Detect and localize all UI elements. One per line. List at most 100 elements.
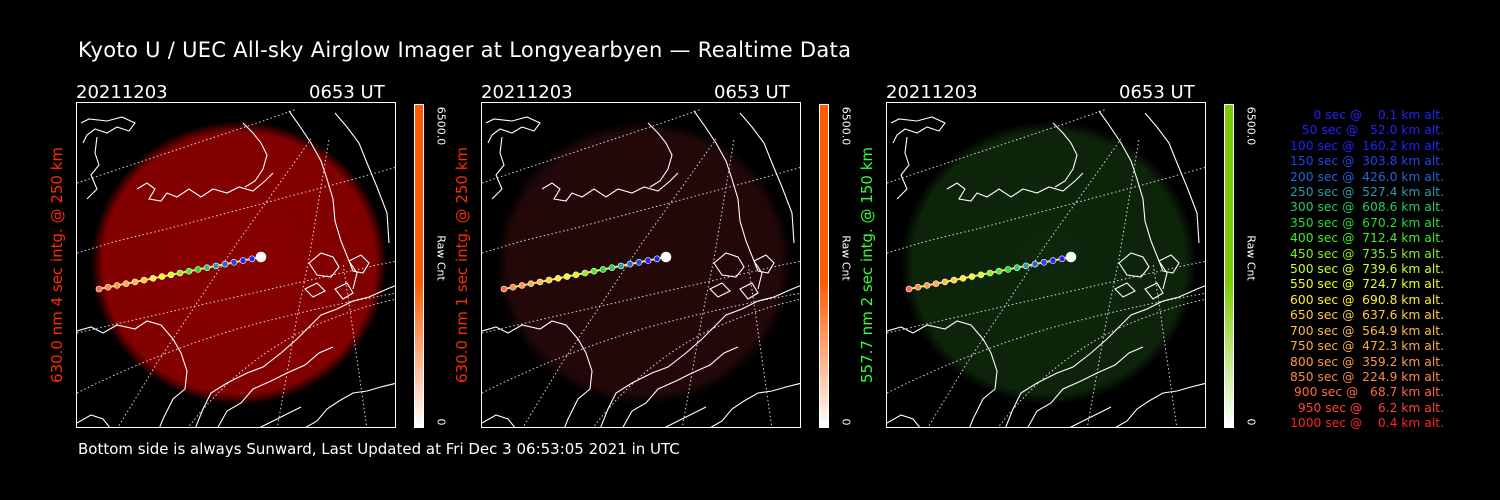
panel-time: 0653 UT — [309, 82, 385, 103]
trajectory-point — [239, 257, 247, 264]
trajectory-point — [185, 267, 193, 275]
coastline — [217, 346, 334, 427]
legend-entry: 400 sec @ 712.4 km alt. — [1286, 231, 1444, 246]
trajectory-point — [113, 282, 121, 289]
trajectory-point — [1004, 266, 1012, 273]
trajectory-point — [104, 283, 112, 291]
trajectory-point — [536, 278, 544, 286]
coastline — [242, 122, 268, 188]
coastline — [136, 172, 274, 202]
coastline — [887, 414, 921, 427]
legend-entry: 950 sec @ 6.2 km alt. — [1293, 400, 1444, 415]
colorbar-min-label: 0 — [434, 418, 448, 426]
coastline — [1115, 382, 1205, 427]
coastline — [1144, 282, 1164, 300]
lat-lon-gridline — [117, 138, 312, 427]
colorbar — [414, 104, 424, 428]
coastline — [1158, 254, 1180, 274]
trajectory-point — [617, 262, 625, 270]
trajectory-point — [914, 283, 922, 291]
colorbar-max-label: 6500.0 — [434, 106, 448, 146]
coastline — [1098, 110, 1168, 290]
trajectory-point — [176, 269, 184, 277]
coastline — [304, 282, 326, 298]
trajectory-point — [1031, 260, 1039, 268]
trajectory-point — [968, 273, 976, 280]
lat-lon-gridline — [1152, 262, 1178, 427]
trajectory-point — [1049, 257, 1057, 264]
coastline — [710, 382, 800, 427]
coastline — [647, 122, 673, 188]
coastline — [1027, 346, 1144, 427]
legend-entry: 700 sec @ 564.9 km alt. — [1286, 323, 1444, 338]
lat-lon-gridline — [77, 292, 395, 394]
trajectory-point — [518, 282, 526, 289]
trajectory-point — [941, 278, 949, 286]
legend-entry: 600 sec @ 690.8 km alt. — [1286, 292, 1444, 307]
legend-entry: 100 sec @ 160.2 km alt. — [1286, 138, 1444, 153]
coastline — [622, 346, 739, 427]
trajectory-point — [248, 255, 256, 263]
legend-entry: 50 sec @ 52.0 km alt. — [1293, 123, 1444, 138]
trajectory-point — [140, 276, 148, 284]
sky-map-svg — [482, 108, 800, 427]
airglow-disk — [496, 121, 792, 405]
all-sky-image-map — [481, 102, 801, 428]
panel-wavelength-label: 630.0 nm 4 sec intg. @ 250 km — [48, 146, 66, 384]
trajectory-point — [1022, 262, 1030, 270]
coastline — [77, 320, 188, 427]
coastline — [887, 320, 998, 427]
legend-entry: 1000 sec @ 0.4 km alt. — [1290, 416, 1444, 431]
footer-status: Bottom side is always Sunward, Last Upda… — [78, 440, 680, 458]
trajectory-point — [1065, 251, 1077, 263]
coastline — [1118, 252, 1150, 278]
sky-map-svg — [887, 108, 1205, 427]
trajectory-point — [1013, 264, 1021, 271]
panel-time: 0653 UT — [714, 82, 790, 103]
legend-entry: 200 sec @ 426.0 km alt. — [1286, 169, 1444, 184]
coastline — [739, 112, 795, 244]
colorbar-min-label: 0 — [839, 418, 853, 426]
trajectory-point — [986, 269, 994, 277]
trajectory-point — [635, 259, 643, 266]
trajectory-point — [923, 282, 931, 289]
trajectory-point — [977, 271, 985, 279]
coastline — [482, 414, 516, 427]
trajectory-point — [590, 267, 598, 275]
coastline — [1069, 406, 1112, 427]
trajectory-point — [1058, 255, 1066, 263]
trajectory-point — [194, 266, 202, 273]
lat-lon-gridline — [747, 262, 773, 427]
legend-entry: 300 sec @ 608.6 km alt. — [1286, 200, 1444, 215]
coastline — [664, 406, 707, 427]
all-sky-image-map — [76, 102, 396, 428]
colorbar-unit-label: Raw Cnt — [839, 235, 853, 281]
colorbar — [819, 104, 829, 428]
panel-time: 0653 UT — [1119, 82, 1195, 103]
airglow-disk — [901, 121, 1197, 405]
legend-entry: 450 sec @ 735.5 km alt. — [1286, 246, 1444, 261]
coastline — [305, 382, 395, 427]
trajectory-point — [653, 255, 661, 263]
legend-entry: 850 sec @ 224.9 km alt. — [1286, 369, 1444, 384]
sky-map-svg — [77, 108, 395, 427]
lat-lon-gridline — [342, 262, 368, 427]
trajectory-point — [572, 271, 580, 279]
lat-lon-gridline — [522, 138, 717, 427]
trajectory-point — [500, 285, 508, 293]
trajectory-point — [608, 264, 616, 271]
trajectory-point — [554, 275, 562, 282]
legend-entry: 550 sec @ 724.7 km alt. — [1286, 277, 1444, 292]
colorbar-unit-label: Raw Cnt — [1244, 235, 1258, 281]
coastline — [491, 136, 505, 200]
coastline — [1114, 282, 1136, 298]
trajectory-point — [230, 259, 238, 266]
trajectory-point — [626, 260, 634, 268]
trajectory-point — [563, 273, 571, 280]
trajectory-point — [167, 271, 175, 279]
panel-wavelength-label: 630.0 nm 1 sec intg. @ 250 km — [453, 146, 471, 384]
trajectory-point — [581, 269, 589, 277]
coastline — [1052, 122, 1078, 188]
panel-date: 20211203 — [886, 82, 978, 103]
trajectory-point — [959, 275, 967, 282]
